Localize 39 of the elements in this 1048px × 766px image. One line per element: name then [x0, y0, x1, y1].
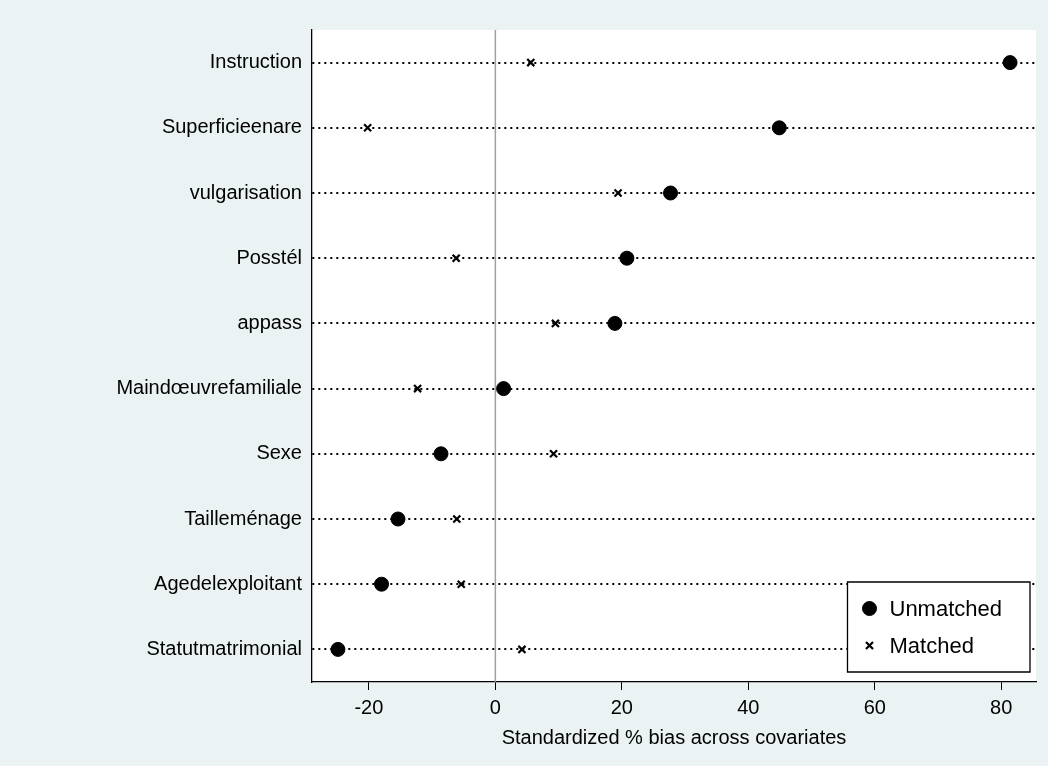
point — [451, 253, 461, 263]
y-tick-label: Tailleménage — [184, 506, 302, 529]
point — [613, 188, 623, 198]
point — [363, 123, 373, 133]
point — [452, 514, 462, 524]
y-tick-label: Posstél — [236, 245, 302, 268]
x-tick-label: 60 — [863, 695, 886, 718]
y-tick-label: appass — [237, 310, 302, 333]
y-tick-label: Superficieenare — [161, 115, 302, 138]
point — [374, 576, 390, 592]
x-tick-label: 80 — [990, 695, 1013, 718]
y-tick-label: Maindœuvrefamiliale — [116, 376, 302, 399]
x-tick-label: 40 — [737, 695, 760, 718]
point — [390, 511, 406, 527]
y-tick-label: vulgarisation — [189, 180, 302, 203]
point — [330, 641, 346, 657]
point — [433, 446, 449, 462]
point — [456, 579, 466, 589]
x-axis-title: Standardized % bias across covariates — [501, 725, 847, 748]
point — [619, 250, 635, 266]
point — [496, 381, 512, 397]
point — [1002, 55, 1018, 71]
point — [550, 318, 561, 329]
point — [526, 57, 536, 68]
y-tick-label: Instruction — [209, 50, 302, 73]
x-tick-label: -20 — [354, 695, 384, 718]
y-tick-label: Sexe — [256, 441, 302, 464]
point — [607, 315, 623, 331]
point — [548, 449, 559, 459]
point — [412, 383, 423, 394]
legend-label: Matched — [889, 632, 974, 658]
point — [771, 120, 787, 136]
x-tick-label: 0 — [489, 695, 501, 718]
legend-label: Unmatched — [889, 595, 1003, 621]
x-tick-label: 20 — [610, 695, 633, 718]
point — [517, 644, 527, 655]
point — [663, 185, 679, 201]
y-tick-label: Statutmatrimonial — [146, 636, 302, 659]
y-tick-label: Agedelexploitant — [154, 571, 303, 594]
